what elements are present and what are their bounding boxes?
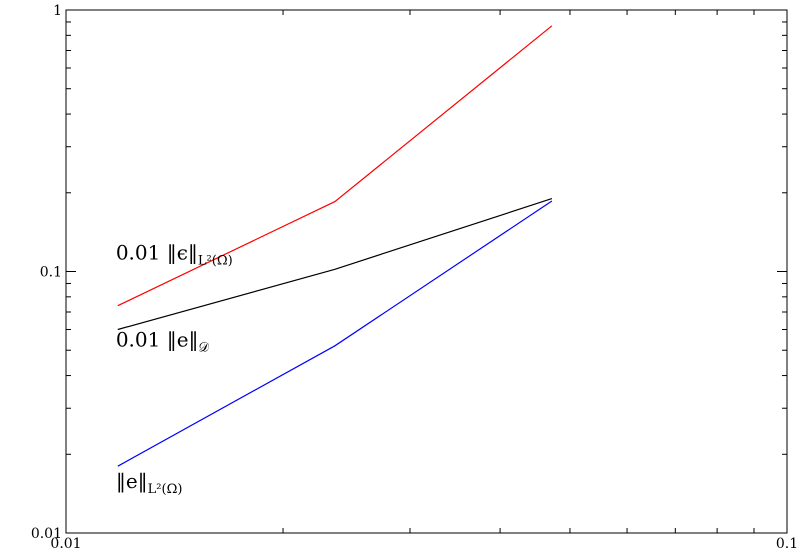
series-annotation-0: 0.01 ‖ϵ‖L²(Ω) — [116, 241, 233, 269]
series-annotation-2: ‖e‖L²(Ω) — [116, 469, 183, 497]
series-line-2 — [117, 200, 553, 467]
series-line-0 — [117, 25, 553, 307]
y-tick-label: 0.01 — [31, 526, 62, 542]
x-tick-label: 0.01 — [50, 536, 81, 551]
annotation-subscript: L²(Ω) — [198, 254, 233, 269]
tick-labels: 0.01 0.1 0.01 0.1 1 — [31, 3, 798, 551]
series-annotations: 0.01 ‖ϵ‖L²(Ω)0.01 ‖e‖𝒟‖e‖L²(Ω) — [116, 241, 233, 497]
y-tick-label: 0.1 — [40, 265, 62, 281]
x-tick-label: 0.1 — [776, 536, 798, 551]
annotation-subscript: 𝒟 — [199, 340, 210, 355]
tick-marks — [65, 10, 787, 534]
annotation-subscript: L²(Ω) — [148, 482, 183, 497]
annotation-main-text: ‖e‖ — [116, 469, 148, 494]
plot-frame — [65, 9, 788, 534]
y-tick-label: 1 — [53, 3, 62, 19]
annotation-main-text: 0.01 ‖ϵ‖ — [116, 241, 198, 266]
annotation-main-text: 0.01 ‖e‖ — [116, 327, 199, 352]
series-annotation-1: 0.01 ‖e‖𝒟 — [116, 327, 210, 355]
series-line-1 — [117, 198, 553, 331]
series-lines — [117, 25, 553, 467]
